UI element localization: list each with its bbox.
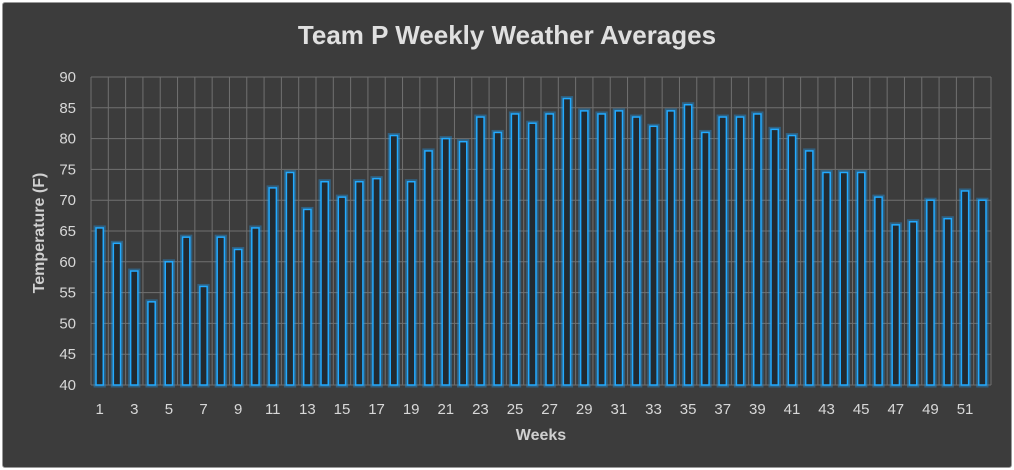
bar [579,110,589,386]
bar [787,134,797,386]
bar [199,285,208,386]
bar [943,217,953,386]
bar [181,236,191,386]
bar [216,236,226,386]
bar [389,134,399,386]
bar [977,199,987,386]
bar [631,116,641,386]
bar [285,171,295,386]
y-tick-label: 45 [59,346,76,363]
bar [597,113,606,386]
x-tick-label: 29 [576,401,593,418]
bar [441,137,451,386]
y-tick-label: 80 [59,131,76,148]
x-tick-label: 5 [165,401,173,418]
bar [112,242,122,386]
bar [406,180,416,386]
x-tick-label: 39 [749,401,766,418]
y-tick-label: 60 [59,254,76,271]
bar [545,113,555,386]
bar [320,180,330,386]
y-tick-label: 90 [59,69,76,86]
chart-canvas: Team P Weekly Weather Averages 40 45 50 55 6… [31,20,992,444]
bar [354,180,364,386]
x-tick-label: 7 [199,401,207,418]
bar [268,187,278,386]
y-axis-ticks: 40 45 50 55 60 65 70 75 80 85 90 [59,69,76,394]
x-tick-label: 27 [541,401,558,418]
x-tick-label: 31 [611,401,628,418]
x-tick-label: 49 [922,401,939,418]
y-tick-label: 65 [59,223,76,240]
bar [95,227,105,386]
x-tick-label: 35 [680,401,697,418]
x-tick-label: 33 [645,401,662,418]
x-tick-label: 17 [368,401,385,418]
bar [752,113,762,386]
bar [701,131,710,386]
x-tick-label: 43 [818,401,835,418]
x-tick-label: 11 [265,401,281,418]
bar [458,140,468,386]
bar [926,199,935,386]
x-tick-label: 41 [784,401,801,418]
y-tick-label: 85 [59,100,76,117]
bar [770,128,780,386]
x-tick-label: 9 [234,401,242,418]
bar [960,190,970,386]
bar [372,177,381,386]
x-tick-label: 47 [887,401,904,418]
x-tick-label: 45 [853,401,870,418]
bar [822,171,831,386]
x-tick-label: 13 [299,401,316,418]
bar [562,97,572,386]
x-tick-label: 37 [714,401,731,418]
x-axis-ticks: 1 3 5 7 9 11 13 15 17 19 21 23 25 27 29 31 33 35 37 39 41 43 4… [95,401,973,418]
bar [147,301,156,386]
x-tick-label: 21 [437,401,454,418]
bar [164,261,174,386]
x-tick-label: 23 [472,401,489,418]
y-tick-label: 70 [59,192,76,209]
bar [683,103,693,386]
chart-title: Team P Weekly Weather Averages [298,20,716,50]
bar [302,208,312,386]
bar [649,125,658,386]
bar [666,110,676,386]
bar [337,196,347,386]
x-axis-title: Weeks [516,427,567,444]
bar [804,150,814,386]
y-axis-title: Temperature (F) [31,173,48,294]
bar [718,116,728,386]
bar [476,116,485,386]
bar [129,270,139,386]
bar [251,227,260,386]
y-tick-label: 55 [59,285,76,302]
bar [735,116,745,386]
bar [510,113,520,386]
bar [839,171,849,386]
x-tick-label: 3 [130,401,138,418]
bar [424,150,433,386]
y-tick-label: 50 [59,315,76,332]
x-tick-label: 19 [403,401,420,418]
bar [908,221,918,386]
bar [527,122,537,386]
bar [233,248,243,386]
x-tick-label: 15 [334,401,351,418]
x-tick-label: 25 [507,401,524,418]
bar [493,131,503,386]
x-tick-label: 1 [95,401,103,418]
y-tick-label: 40 [59,377,76,394]
grid-lines [90,76,992,386]
y-tick-label: 75 [59,161,76,178]
bars [93,96,989,388]
bar [856,171,866,386]
bar [891,224,901,386]
bar [874,196,883,386]
x-tick-label: 51 [957,401,974,418]
bar [614,110,624,386]
